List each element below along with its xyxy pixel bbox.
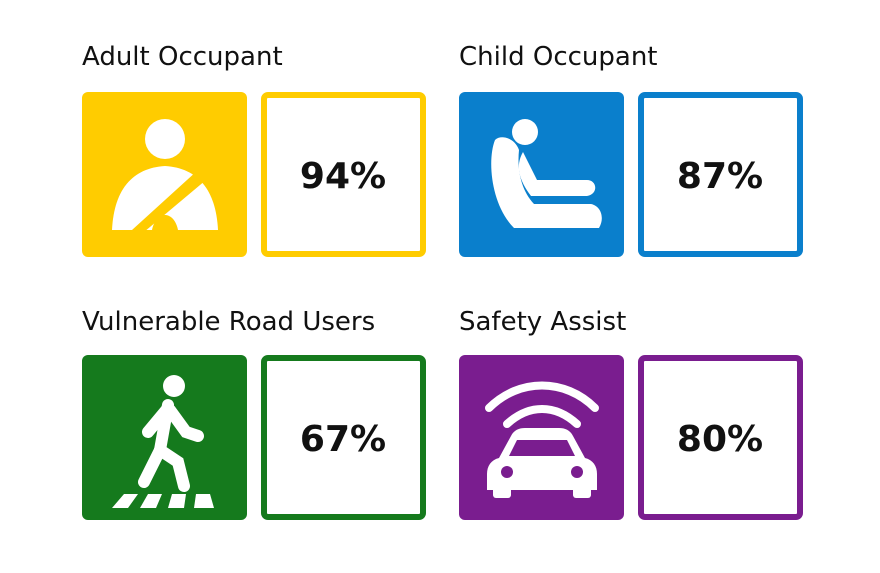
- score-box: [638, 92, 803, 257]
- section-title: Safety Assist: [459, 307, 626, 337]
- score-box: [638, 355, 803, 520]
- adult-occupant: Adult Occupant 94%: [82, 42, 426, 257]
- score-box: [261, 92, 426, 257]
- score: 94%: [300, 156, 386, 197]
- car-sensor-icon: [485, 381, 599, 498]
- section-title: Vulnerable Road Users: [82, 307, 375, 337]
- icon-tile: [459, 92, 624, 257]
- score: 67%: [300, 419, 386, 460]
- pedestrian-icon: [112, 375, 214, 508]
- section-title: Adult Occupant: [82, 42, 283, 72]
- child-occupant: Child Occupant 87%: [459, 42, 803, 257]
- score-box: [261, 355, 426, 520]
- seatbelt-icon: [112, 119, 218, 232]
- score: 87%: [677, 156, 763, 197]
- safety-assist: Safety Assist 80%: [459, 307, 803, 520]
- section-title: Child Occupant: [459, 42, 658, 72]
- child-seat-icon: [491, 119, 602, 228]
- vulnerable-road-users: Vulnerable Road Users 67%: [82, 307, 426, 520]
- score: 80%: [677, 419, 763, 460]
